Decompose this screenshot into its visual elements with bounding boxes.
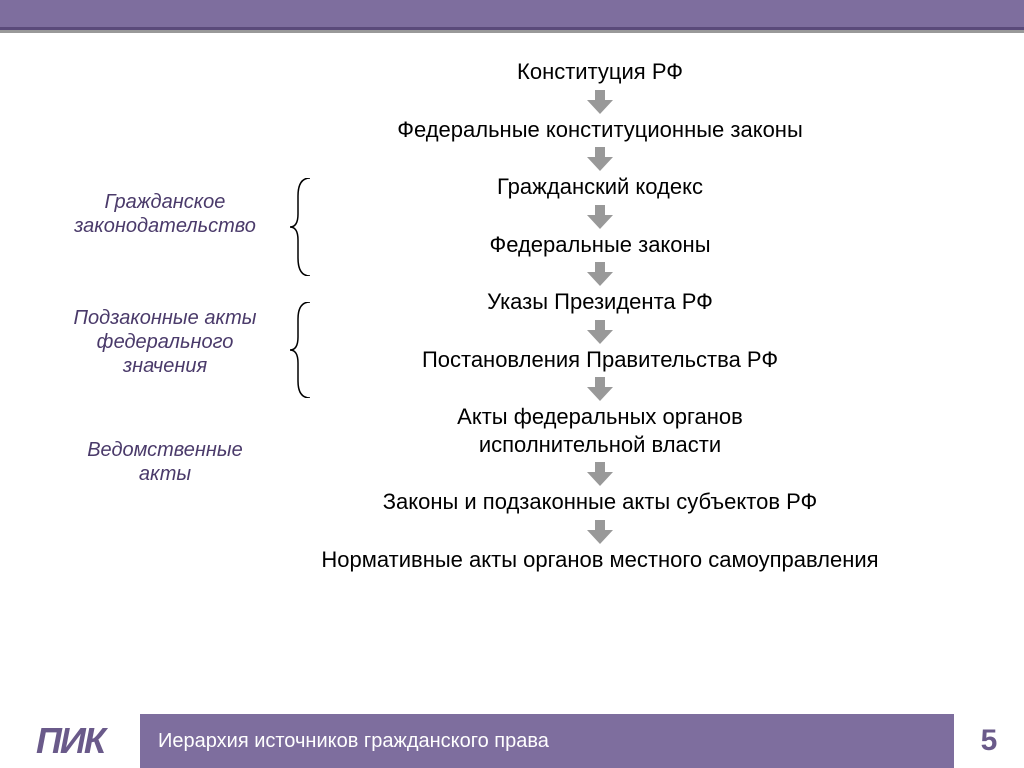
node-4: Указы Президента РФ <box>487 288 713 316</box>
footer-title-bar: Иерархия источников гражданского права <box>140 714 954 768</box>
node-5: Постановления Правительства РФ <box>422 346 778 374</box>
content: Конституция РФ Федеральные конституционн… <box>0 50 1024 708</box>
node-8: Нормативные акты органов местного самоуп… <box>321 546 878 574</box>
top-line <box>0 30 1024 33</box>
arrow-icon <box>587 520 613 544</box>
side-label-0: Гражданское законодательство <box>55 190 275 238</box>
node-3: Федеральные законы <box>489 231 710 259</box>
footer: ПИК Иерархия источников гражданского пра… <box>0 714 1024 768</box>
side-label-1: Подзаконные акты федерального значения <box>65 306 265 378</box>
node-0: Конституция РФ <box>517 58 683 86</box>
arrow-icon <box>587 320 613 344</box>
arrow-icon <box>587 90 613 114</box>
logo-text: ПИК <box>36 720 104 762</box>
side-label-2: Ведомственные акты <box>60 438 270 486</box>
page-number: 5 <box>954 714 1024 768</box>
brace-0 <box>290 178 312 281</box>
footer-title: Иерархия источников гражданского права <box>158 730 549 753</box>
node-1: Федеральные конституционные законы <box>397 116 803 144</box>
arrow-icon <box>587 147 613 171</box>
arrow-icon <box>587 462 613 486</box>
top-bar <box>0 0 1024 30</box>
hierarchy: Конституция РФ Федеральные конституционн… <box>310 58 890 573</box>
node-2: Гражданский кодекс <box>497 173 703 201</box>
node-7: Законы и подзаконные акты субъектов РФ <box>383 488 818 516</box>
brace-1 <box>290 302 312 403</box>
arrow-icon <box>587 205 613 229</box>
node-6: Акты федеральных органов исполнительной … <box>420 403 780 458</box>
logo: ПИК <box>0 714 140 768</box>
arrow-icon <box>587 262 613 286</box>
arrow-icon <box>587 377 613 401</box>
